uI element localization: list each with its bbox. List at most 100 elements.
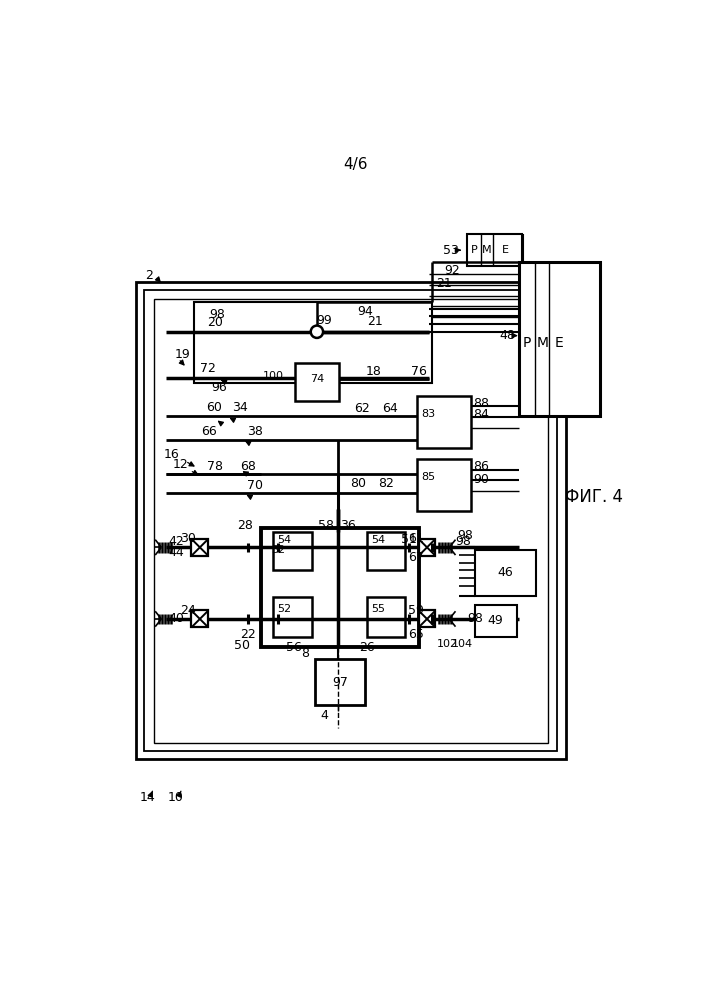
Text: 68: 68: [239, 460, 256, 473]
Text: 102: 102: [437, 639, 458, 649]
Text: 50: 50: [234, 639, 250, 652]
Text: 78: 78: [206, 460, 222, 473]
Text: 61: 61: [408, 532, 424, 545]
Text: M: M: [536, 336, 548, 350]
Text: 16: 16: [163, 448, 180, 461]
Text: 4: 4: [321, 709, 329, 722]
Text: 40: 40: [168, 612, 184, 625]
Bar: [191, 610, 208, 627]
Bar: [194, 302, 432, 383]
Text: 98: 98: [209, 308, 225, 321]
Bar: [419, 539, 436, 556]
Text: 90: 90: [473, 473, 489, 486]
Text: 8: 8: [301, 647, 309, 660]
Bar: [273, 597, 311, 637]
Text: E: E: [502, 245, 509, 255]
Text: 85: 85: [422, 472, 436, 482]
Text: ФИГ. 4: ФИГ. 4: [565, 488, 623, 506]
Bar: [520, 262, 601, 416]
Text: 36: 36: [340, 519, 356, 532]
Bar: [144, 290, 557, 751]
Bar: [474, 605, 517, 637]
Text: 64: 64: [382, 402, 398, 415]
Text: 24: 24: [180, 604, 196, 617]
Bar: [417, 459, 471, 511]
Text: 72: 72: [200, 362, 215, 375]
Text: 100: 100: [263, 371, 284, 381]
Text: 10: 10: [168, 791, 184, 804]
Text: 86: 86: [473, 460, 489, 473]
Text: 30: 30: [180, 532, 196, 545]
Text: 67: 67: [408, 551, 425, 564]
Text: 21: 21: [367, 315, 382, 328]
Text: 21: 21: [436, 277, 452, 290]
Text: 97: 97: [332, 676, 348, 689]
Text: 62: 62: [353, 402, 370, 415]
Bar: [367, 597, 406, 637]
Text: P: P: [523, 336, 532, 350]
Text: 28: 28: [237, 519, 253, 532]
Text: 12: 12: [172, 458, 189, 471]
Text: 54: 54: [372, 535, 386, 545]
Text: 58: 58: [318, 519, 334, 532]
Text: 98: 98: [467, 612, 483, 625]
Bar: [474, 550, 536, 596]
Text: 4/6: 4/6: [343, 157, 367, 172]
Text: 99: 99: [317, 314, 332, 327]
Text: 96: 96: [211, 381, 227, 394]
Bar: [367, 532, 406, 570]
Text: 46: 46: [498, 566, 513, 579]
Text: 56: 56: [286, 641, 302, 654]
Text: 38: 38: [247, 425, 263, 438]
Text: 65: 65: [408, 628, 425, 641]
Text: 2: 2: [145, 269, 153, 282]
Text: M: M: [482, 245, 492, 255]
Text: 52: 52: [277, 604, 291, 614]
Circle shape: [310, 326, 323, 338]
Bar: [273, 532, 311, 570]
Text: 20: 20: [208, 316, 223, 329]
Text: 19: 19: [175, 348, 190, 361]
Text: 59: 59: [408, 604, 425, 617]
Text: 48: 48: [499, 329, 515, 342]
Text: 18: 18: [365, 365, 381, 378]
Text: 51: 51: [401, 533, 417, 546]
Text: 53: 53: [444, 244, 459, 257]
Text: 70: 70: [247, 479, 263, 492]
Text: 83: 83: [422, 409, 436, 419]
Text: 80: 80: [350, 477, 365, 490]
Text: 76: 76: [411, 365, 427, 378]
Text: 14: 14: [139, 791, 156, 804]
Text: E: E: [555, 336, 564, 350]
Bar: [419, 610, 436, 627]
Text: 55: 55: [372, 604, 386, 614]
Text: 49: 49: [488, 614, 503, 627]
Text: 60: 60: [206, 401, 222, 414]
Text: 98: 98: [455, 535, 471, 548]
Text: 26: 26: [359, 641, 375, 654]
Bar: [191, 539, 208, 556]
Text: 104: 104: [452, 639, 473, 649]
Text: 44: 44: [168, 546, 184, 559]
Text: 92: 92: [444, 264, 460, 277]
Text: 74: 74: [310, 374, 324, 384]
Bar: [261, 528, 420, 647]
Text: 98: 98: [457, 529, 472, 542]
Bar: [153, 299, 548, 743]
Text: P: P: [470, 245, 477, 255]
Text: 66: 66: [201, 425, 217, 438]
Text: 94: 94: [358, 305, 373, 318]
Bar: [417, 396, 471, 448]
Text: 54: 54: [277, 535, 291, 545]
Bar: [467, 234, 522, 266]
Text: 84: 84: [473, 408, 489, 421]
Text: 42: 42: [168, 535, 184, 548]
Text: 22: 22: [240, 628, 256, 641]
Text: 88: 88: [473, 397, 489, 410]
Bar: [315, 659, 365, 705]
Text: 32: 32: [271, 545, 286, 555]
Text: 82: 82: [378, 477, 394, 490]
Text: 34: 34: [232, 401, 248, 414]
Bar: [294, 363, 339, 401]
Bar: [136, 282, 565, 759]
